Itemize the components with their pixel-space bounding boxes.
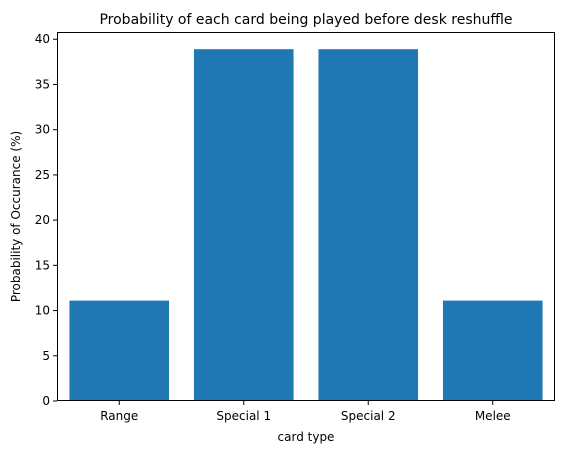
bar-special-1 [193,49,294,401]
plot-frame [57,32,555,401]
x-tick-label: Special 1 [216,409,271,423]
bars-group [69,49,543,401]
x-tick-label: Range [100,409,138,423]
y-tick-label: 5 [42,349,50,363]
y-tick-label: 30 [35,123,50,137]
y-axis-ticks: 0 5 10 15 20 25 30 35 40 [35,32,57,408]
x-axis-label: card type [278,430,335,444]
y-tick-label: 20 [35,213,50,227]
y-tick-label: 0 [42,394,50,408]
y-tick-label: 40 [35,32,50,46]
y-axis-label: Probability of Occurance (%) [9,131,23,302]
bar-range [69,300,170,401]
x-tick-label: Melee [475,409,511,423]
y-tick-label: 15 [35,258,50,272]
y-tick-label: 10 [35,304,50,318]
x-tick-label: Special 2 [341,409,396,423]
chart-title: Probability of each card being played be… [99,12,512,28]
y-tick-label: 35 [35,77,50,91]
x-axis-ticks: Range Special 1 Special 2 Melee [100,401,511,423]
bar-special-2 [318,49,419,401]
y-tick-label: 25 [35,168,50,182]
bar-melee [442,300,543,401]
